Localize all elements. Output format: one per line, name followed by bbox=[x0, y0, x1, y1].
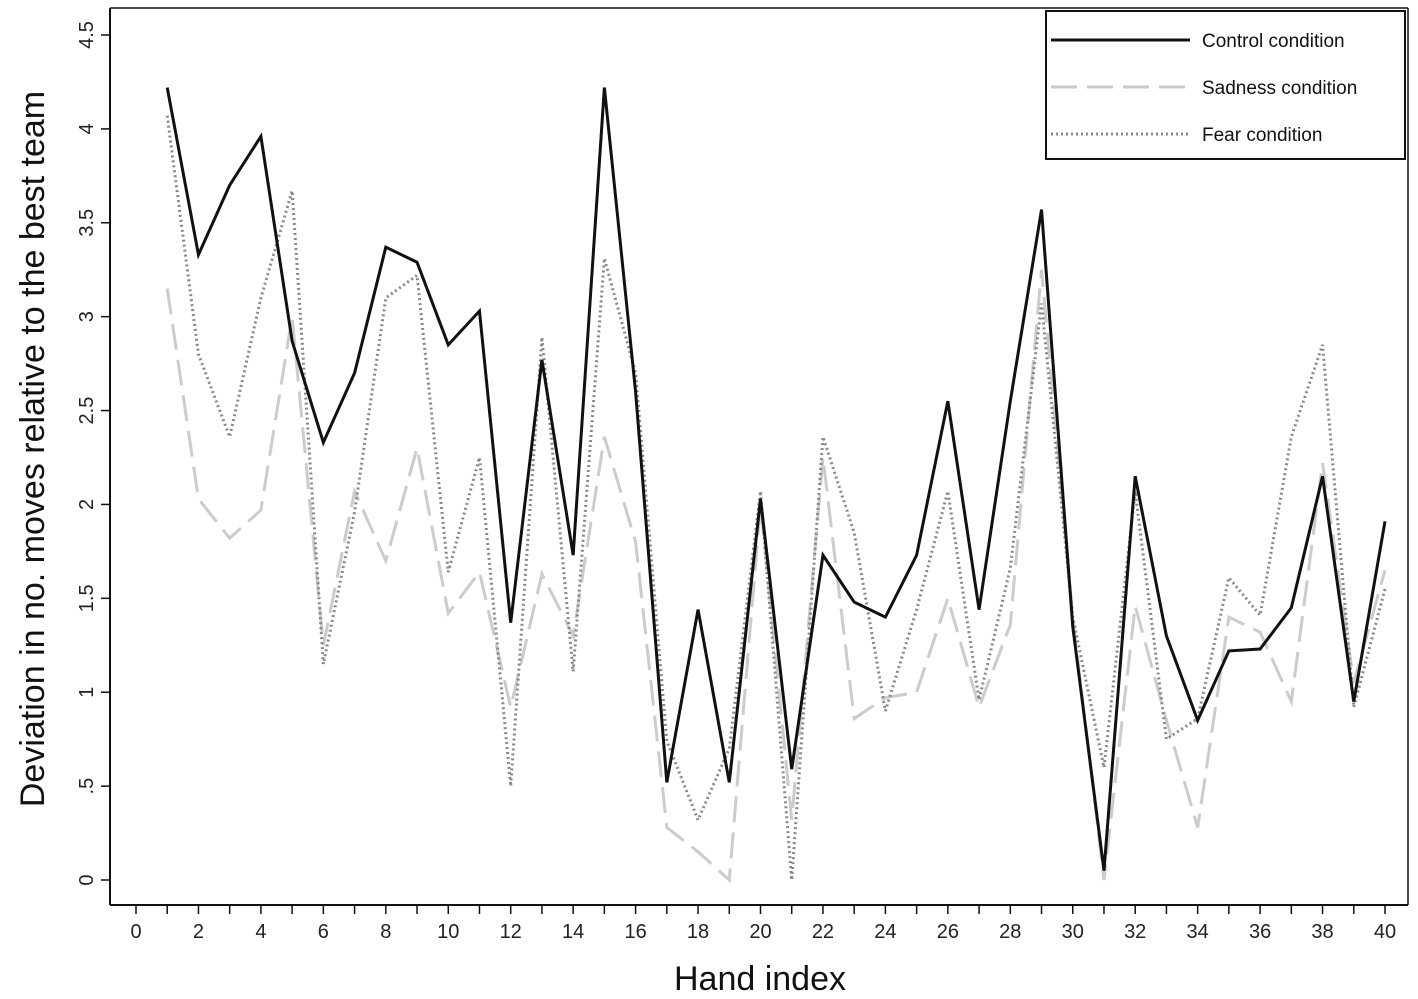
y-tick-label: .5 bbox=[76, 778, 98, 795]
x-tick-label: 20 bbox=[749, 921, 771, 943]
x-tick-label: 36 bbox=[1249, 921, 1271, 943]
x-tick-label: 32 bbox=[1124, 921, 1146, 943]
x-tick-label: 30 bbox=[1062, 921, 1084, 943]
x-axis: 0 2 4 6 8 10 12 14 16 18 20 22 24 26 28 30 32 34 36 38 40 bbox=[130, 905, 1396, 943]
series-layer bbox=[165, 87, 1387, 884]
y-tick-label: 2 bbox=[76, 499, 98, 510]
x-tick-label: 16 bbox=[624, 921, 646, 943]
x-tick-label: 6 bbox=[318, 921, 329, 943]
x-tick-label: 38 bbox=[1311, 921, 1333, 943]
x-tick-label: 18 bbox=[687, 921, 709, 943]
y-tick-label: 4.5 bbox=[76, 21, 98, 49]
y-axis-title: Deviation in no. moves relative to the b… bbox=[14, 91, 52, 807]
y-tick-label: 2.5 bbox=[76, 397, 98, 425]
x-tick-label: 10 bbox=[437, 921, 459, 943]
x-tick-label: 28 bbox=[999, 921, 1021, 943]
y-axis: 0 .5 1 1.5 2 2.5 3 3.5 4 4.5 bbox=[76, 21, 110, 886]
x-tick-label: 26 bbox=[937, 921, 959, 943]
x-tick-label: 14 bbox=[562, 921, 584, 943]
legend-label-sadness: Sadness condition bbox=[1202, 78, 1357, 99]
x-tick-label: 34 bbox=[1187, 921, 1209, 943]
series-line-fear bbox=[165, 115, 1387, 881]
x-axis-title: Hand index bbox=[674, 960, 846, 998]
x-tick-label: 4 bbox=[255, 921, 266, 943]
series-line-sadness bbox=[165, 269, 1387, 884]
x-tick-label: 24 bbox=[874, 921, 896, 943]
x-tick-label: 2 bbox=[193, 921, 204, 943]
y-tick-label: 1.5 bbox=[76, 584, 98, 612]
x-tick-label: 12 bbox=[500, 921, 522, 943]
x-tick-label: 8 bbox=[380, 921, 391, 943]
y-tick-label: 4 bbox=[76, 123, 98, 134]
y-tick-label: 1 bbox=[76, 687, 98, 698]
series-line-control bbox=[165, 87, 1387, 871]
legend-box bbox=[1045, 10, 1406, 160]
y-tick-label: 0 bbox=[76, 874, 98, 885]
x-tick-label: 22 bbox=[812, 921, 834, 943]
x-tick-label: 0 bbox=[130, 921, 141, 943]
legend-label-fear: Fear condition bbox=[1202, 125, 1322, 146]
x-tick-label: 40 bbox=[1374, 921, 1396, 943]
plot-frame bbox=[109, 7, 1409, 906]
legend: Control condition Sadness condition Fear… bbox=[1045, 10, 1406, 160]
legend-label-control: Control condition bbox=[1202, 31, 1345, 52]
y-tick-label: 3.5 bbox=[76, 209, 98, 237]
y-tick-label: 3 bbox=[76, 311, 98, 322]
